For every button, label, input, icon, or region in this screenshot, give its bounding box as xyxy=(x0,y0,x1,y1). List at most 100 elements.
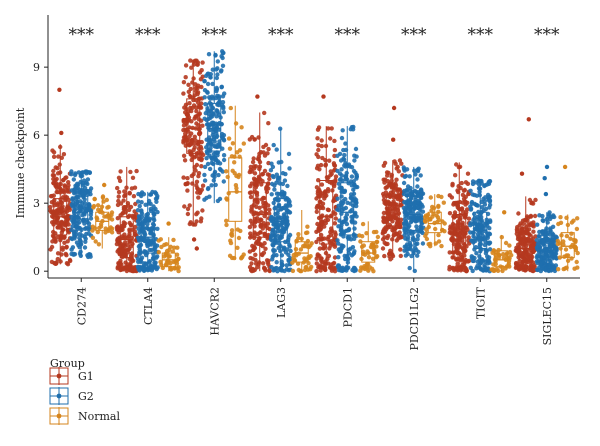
data-point xyxy=(466,216,472,221)
data-point xyxy=(284,263,289,268)
data-point xyxy=(194,179,200,184)
data-point xyxy=(255,265,260,270)
data-point xyxy=(332,147,338,153)
data-point xyxy=(493,253,498,258)
data-point xyxy=(314,239,319,245)
data-point xyxy=(499,235,504,240)
data-point xyxy=(293,247,299,252)
data-point xyxy=(194,109,199,114)
data-point xyxy=(121,223,126,228)
data-point xyxy=(56,208,61,213)
data-point xyxy=(122,189,127,194)
data-point xyxy=(51,168,56,174)
data-point xyxy=(84,207,90,212)
data-point xyxy=(95,229,101,235)
data-point xyxy=(221,179,226,184)
data-point xyxy=(219,85,224,90)
data-point xyxy=(274,172,279,177)
data-point xyxy=(332,138,337,144)
data-point xyxy=(401,180,407,186)
data-point xyxy=(287,232,293,238)
data-point xyxy=(481,225,486,230)
data-point xyxy=(181,91,186,96)
boxplot-G2-PDCD1 xyxy=(340,126,355,272)
data-point xyxy=(403,253,409,258)
data-point xyxy=(323,220,328,226)
data-point xyxy=(229,228,235,233)
data-point xyxy=(181,153,187,158)
data-point xyxy=(482,263,487,268)
data-point xyxy=(520,227,525,232)
data-point xyxy=(146,242,152,247)
data-point xyxy=(69,172,74,177)
data-point xyxy=(51,180,56,186)
data-point xyxy=(267,173,272,178)
data-point xyxy=(141,267,147,273)
data-point xyxy=(115,202,121,208)
data-point xyxy=(118,169,123,174)
data-point xyxy=(522,237,527,243)
data-point xyxy=(398,217,404,222)
data-point xyxy=(65,239,70,244)
data-point xyxy=(272,187,277,192)
data-point xyxy=(253,252,258,257)
data-point xyxy=(121,198,126,203)
x-tick-label: CTLA4 xyxy=(142,287,155,325)
data-point xyxy=(193,58,198,63)
data-point xyxy=(314,256,319,261)
data-point xyxy=(381,218,386,224)
data-point xyxy=(407,240,413,246)
data-point xyxy=(280,181,286,187)
data-point xyxy=(139,193,144,199)
box-iqr xyxy=(452,214,467,254)
data-point xyxy=(251,156,256,161)
data-point xyxy=(143,218,148,224)
data-point xyxy=(200,208,205,213)
data-point xyxy=(48,194,54,199)
data-point xyxy=(186,89,191,95)
data-point xyxy=(381,228,386,234)
data-point xyxy=(83,236,88,241)
data-point xyxy=(335,153,340,158)
box-iqr xyxy=(361,241,376,263)
data-point xyxy=(337,171,343,176)
data-point xyxy=(447,211,453,216)
data-point xyxy=(188,58,193,63)
data-point xyxy=(77,245,82,250)
data-point xyxy=(272,233,278,238)
data-point xyxy=(415,215,420,220)
data-point xyxy=(128,222,134,227)
data-point xyxy=(96,207,101,212)
data-point xyxy=(436,217,441,223)
box-iqr xyxy=(294,241,309,263)
data-point xyxy=(168,244,173,249)
data-point xyxy=(181,123,187,128)
data-point xyxy=(428,195,433,200)
significance-label: *** xyxy=(534,25,560,45)
data-point xyxy=(326,207,331,213)
data-point xyxy=(116,198,121,204)
data-point xyxy=(398,253,403,259)
data-point xyxy=(485,261,490,266)
data-point xyxy=(287,166,292,171)
data-point xyxy=(142,230,147,236)
data-point xyxy=(251,166,257,171)
data-point xyxy=(275,229,280,234)
boxplot-G2-CD274 xyxy=(74,171,89,258)
data-point xyxy=(211,111,216,116)
data-point xyxy=(88,254,93,259)
data-point xyxy=(303,230,309,236)
data-point xyxy=(155,193,160,199)
data-point xyxy=(336,241,341,246)
data-point xyxy=(104,214,109,219)
ticks-layer: 0 3 6 9 CD274 CTLA4 HAVCR2 LAG3 PDCD1 PDCD1LG2 TIG… xyxy=(33,61,554,350)
data-point xyxy=(196,171,202,176)
data-point xyxy=(550,254,555,260)
data-point xyxy=(62,183,67,188)
data-point xyxy=(248,235,253,240)
data-point xyxy=(526,227,532,232)
data-point xyxy=(271,247,276,253)
data-point xyxy=(202,78,207,84)
data-point xyxy=(276,214,281,220)
data-point xyxy=(520,259,526,264)
